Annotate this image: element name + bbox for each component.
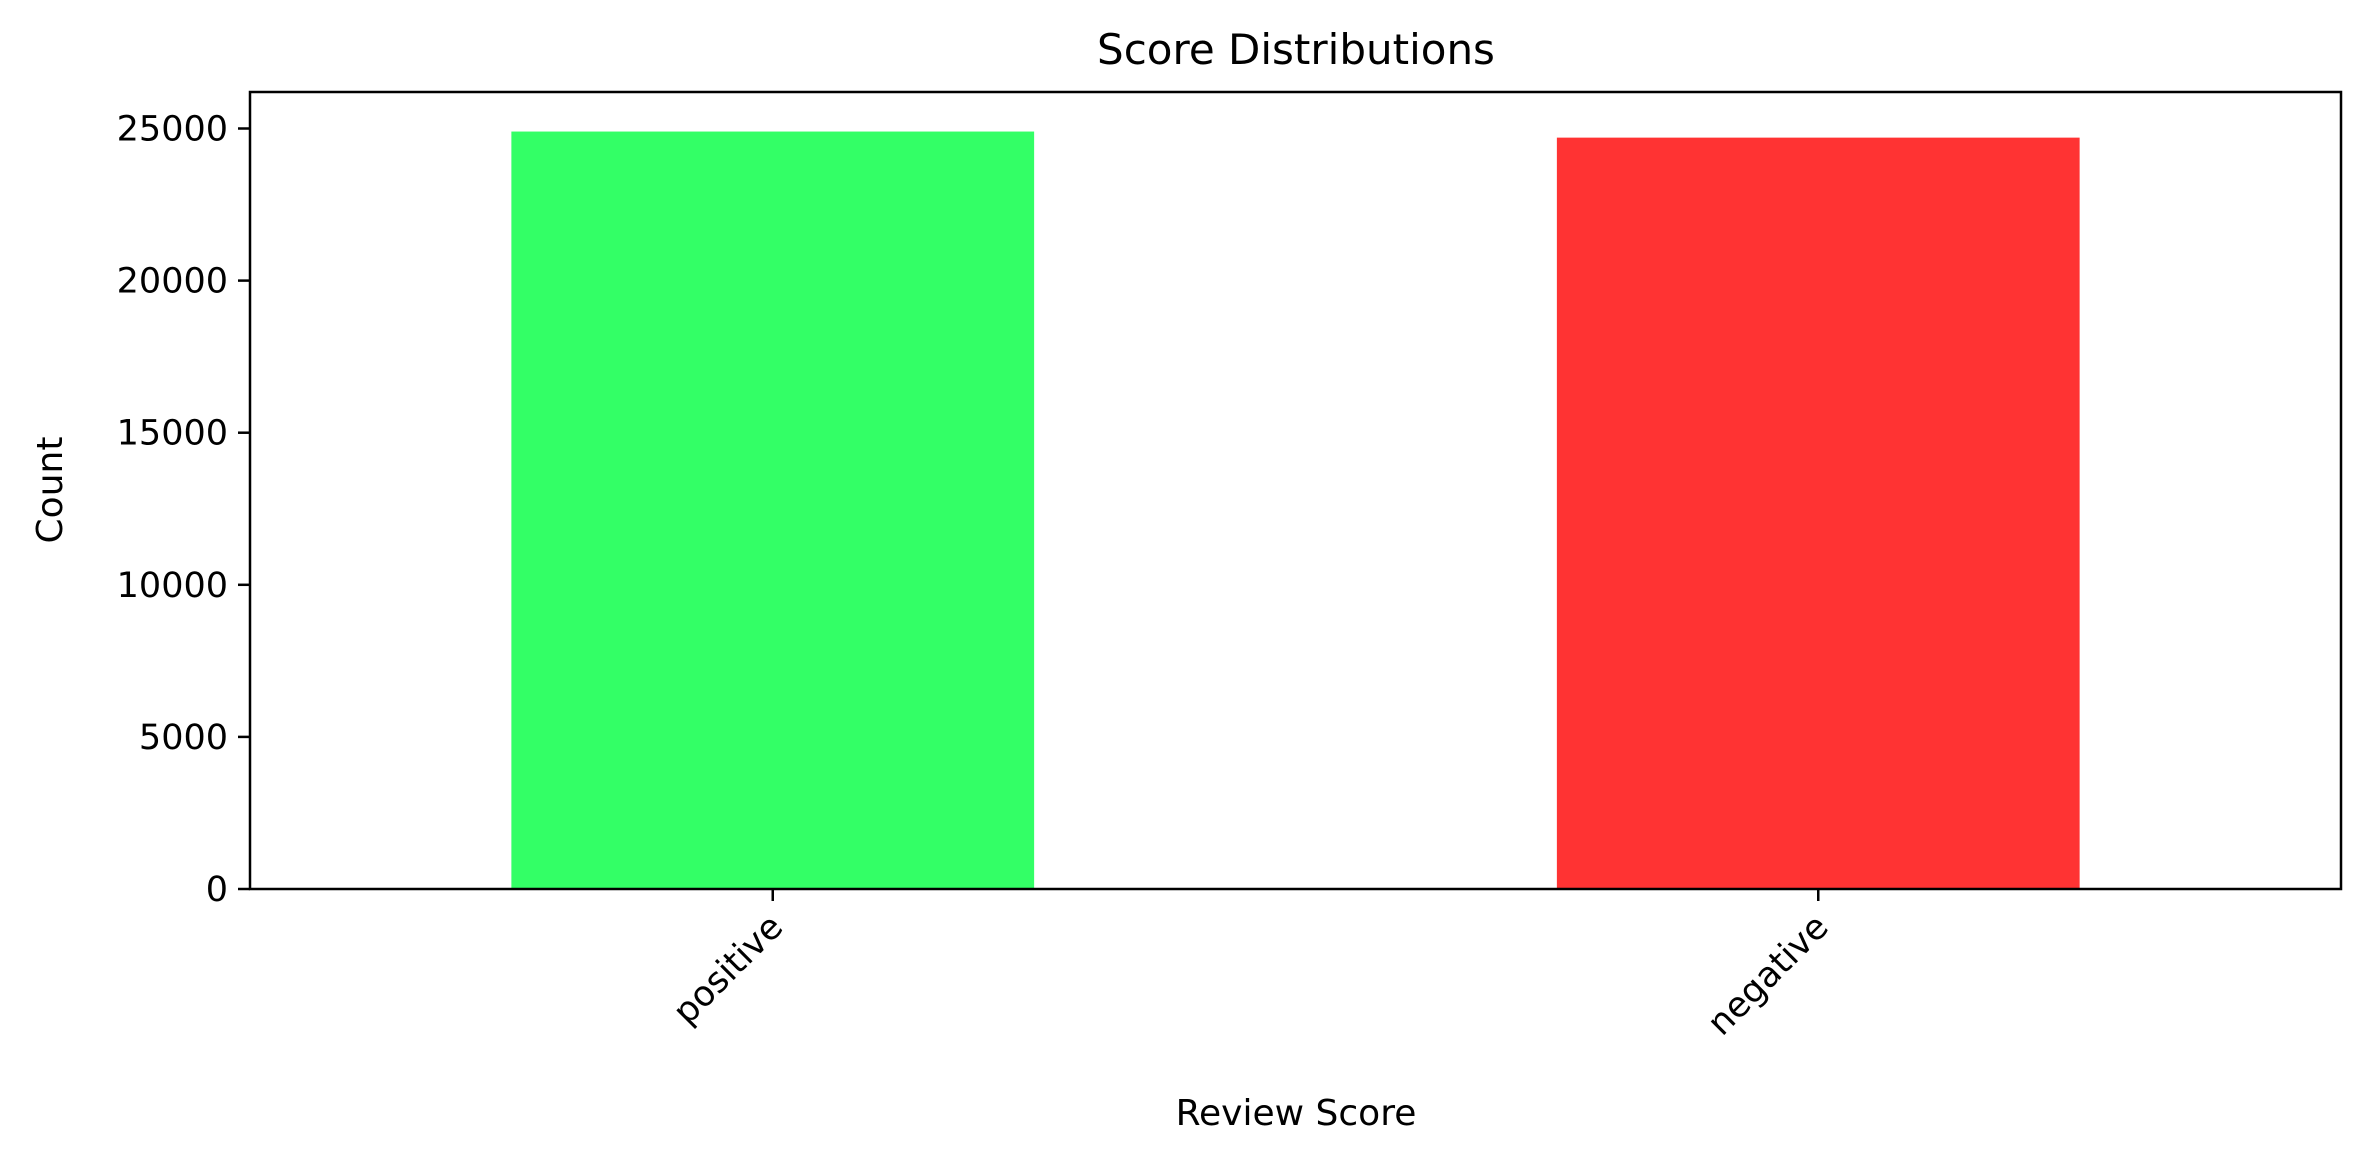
bars xyxy=(511,131,2080,890)
y-tick-label: 15000 xyxy=(117,414,228,454)
x-tick-label: negative xyxy=(1700,907,1837,1044)
y-tick-label: 5000 xyxy=(139,718,228,758)
y-axis: 0 5000 10000 15000 20000 25000 xyxy=(117,110,250,910)
plot-frame xyxy=(248,90,2343,891)
x-tick-label: positive xyxy=(666,907,791,1032)
y-tick-label: 0 xyxy=(206,870,228,910)
chart-title: Score Distributions xyxy=(1097,25,1495,74)
x-axis-label: Review Score xyxy=(1176,1093,1417,1134)
y-axis-label: Count xyxy=(30,437,71,544)
x-axis: positive negative xyxy=(666,889,1837,1044)
bar-negative xyxy=(1556,137,2080,890)
bar-positive xyxy=(511,131,1035,890)
y-tick-label: 20000 xyxy=(117,262,228,302)
y-tick-label: 10000 xyxy=(117,566,228,606)
y-tick-label: 25000 xyxy=(117,110,228,150)
